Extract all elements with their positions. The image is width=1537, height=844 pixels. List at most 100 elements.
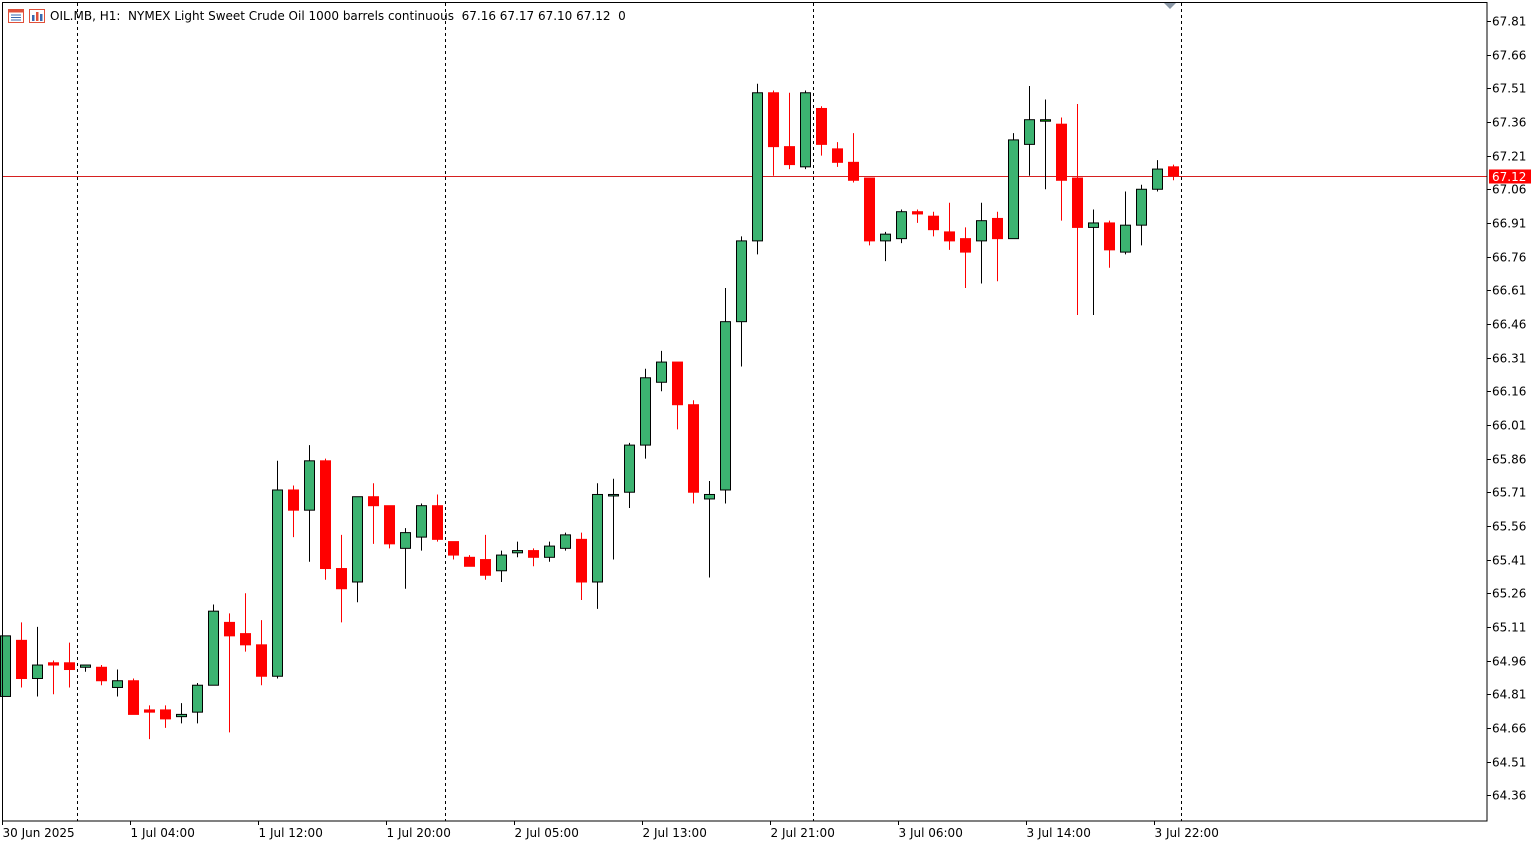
bull-candle-body: [352, 496, 363, 583]
bear-candle-body: [256, 644, 267, 677]
candle: [448, 541, 459, 560]
bull-candle-body: [736, 240, 747, 323]
candle: [864, 177, 875, 246]
bear-candle-body: [16, 639, 27, 679]
time-tick-label: 3 Jul 14:00: [1027, 826, 1091, 840]
bear-candle-body: [1104, 222, 1115, 251]
candle: [608, 478, 619, 560]
bear-candle-body: [848, 161, 859, 181]
bull-candle-body: [544, 545, 555, 558]
bull-candle-body: [720, 321, 731, 491]
candle: [1168, 164, 1179, 181]
price-tick-label: 65.56: [1492, 520, 1526, 534]
symbol-description: NYMEX Light Sweet Crude Oil 1000 barrels…: [128, 9, 454, 23]
candle: [192, 682, 203, 724]
bull-candle-body: [512, 550, 523, 554]
candle: [800, 90, 811, 170]
chart-header: OIL.MB, H1: NYMEX Light Sweet Crude Oil …: [8, 7, 626, 25]
bull-candle-body: [1088, 222, 1099, 228]
candle: [352, 496, 363, 603]
time-axis: 30 Jun 2025 1 Jul 04:00 1 Jul 12:00 1 Jul 2…: [2, 821, 1219, 840]
bar-chart-icon[interactable]: [29, 9, 45, 23]
price-tick-label: 64.66: [1492, 722, 1526, 736]
bear-candle-body: [768, 92, 779, 148]
bull-candle-body: [1024, 119, 1035, 145]
bull-candle-body: [704, 493, 715, 500]
candle: [944, 202, 955, 250]
bear-candle-body: [96, 666, 107, 682]
candle: [128, 678, 139, 715]
candle: [912, 209, 923, 223]
bear-candle-body: [336, 568, 347, 590]
candle: [656, 350, 667, 392]
bear-candle-body: [320, 460, 331, 570]
candle: [160, 705, 171, 728]
candle: [736, 236, 747, 367]
price-axis: 67.81 67.66 67.51 67.36 67.21 67.06 66.91 66.76…: [1487, 15, 1526, 803]
candle: [1120, 191, 1131, 255]
menu-list-icon[interactable]: [8, 9, 24, 23]
candle: [48, 660, 59, 695]
candle: [1024, 86, 1035, 176]
price-tick-label: 66.91: [1492, 217, 1526, 231]
price-tick-label: 66.31: [1492, 352, 1526, 366]
bear-candle-body: [64, 662, 75, 671]
time-tick-label: 2 Jul 05:00: [515, 826, 579, 840]
bear-candle-body: [688, 404, 699, 493]
candle: [320, 458, 331, 580]
bull-candle-body: [496, 554, 507, 572]
price-tick-label: 64.96: [1492, 655, 1526, 669]
bear-candle-body: [672, 361, 683, 406]
chart-shift-marker-icon[interactable]: [1164, 3, 1176, 9]
candle: [560, 532, 571, 551]
bear-candle-body: [1056, 123, 1067, 181]
price-tick-label: 67.66: [1492, 49, 1526, 63]
bear-candle-body: [48, 662, 59, 666]
bear-candle-body: [944, 231, 955, 242]
price-tick-label: 67.21: [1492, 150, 1526, 164]
candle: [848, 133, 859, 183]
bull-candle-body: [1008, 139, 1019, 240]
price-tick-label: 66.16: [1492, 385, 1526, 399]
bull-candle-body: [80, 664, 91, 668]
candle: [256, 620, 267, 686]
candle: [1056, 117, 1067, 221]
candle: [880, 231, 891, 262]
bull-candle-body: [1136, 188, 1147, 226]
bull-candle-body: [400, 532, 411, 549]
candle: [368, 483, 379, 544]
candle: [0, 635, 11, 697]
bear-candle-body: [480, 559, 491, 576]
price-tick-label: 67.06: [1492, 183, 1526, 197]
candle: [1040, 99, 1051, 190]
bear-candle-body: [960, 238, 971, 253]
candle: [640, 368, 651, 459]
bear-candle-body: [224, 621, 235, 637]
bull-candle-body: [192, 684, 203, 713]
candle: [384, 505, 395, 549]
bull-candle-body: [416, 505, 427, 538]
bear-candle-body: [928, 215, 939, 231]
candle: [1072, 103, 1083, 315]
current-price-label-bg: [1489, 169, 1531, 184]
candle: [432, 494, 443, 542]
current-price-label: 67.12: [1489, 169, 1531, 184]
candle: [1104, 220, 1115, 268]
candle: [176, 703, 187, 724]
bull-candle-body: [272, 489, 283, 677]
price-tick-label: 67.81: [1492, 15, 1526, 29]
candle: [96, 665, 107, 686]
bear-candle-body: [448, 541, 459, 556]
candle: [144, 705, 155, 740]
candle: [896, 209, 907, 244]
candle: [832, 142, 843, 167]
time-tick-label: 2 Jul 13:00: [643, 826, 707, 840]
plot-frame: [2, 2, 1488, 822]
candle: [768, 90, 779, 176]
candle: [672, 361, 683, 430]
bull-candle-body: [112, 680, 123, 688]
time-tick-label: 2 Jul 21:00: [771, 826, 835, 840]
candle: [784, 92, 795, 170]
bull-candle-body: [896, 211, 907, 240]
